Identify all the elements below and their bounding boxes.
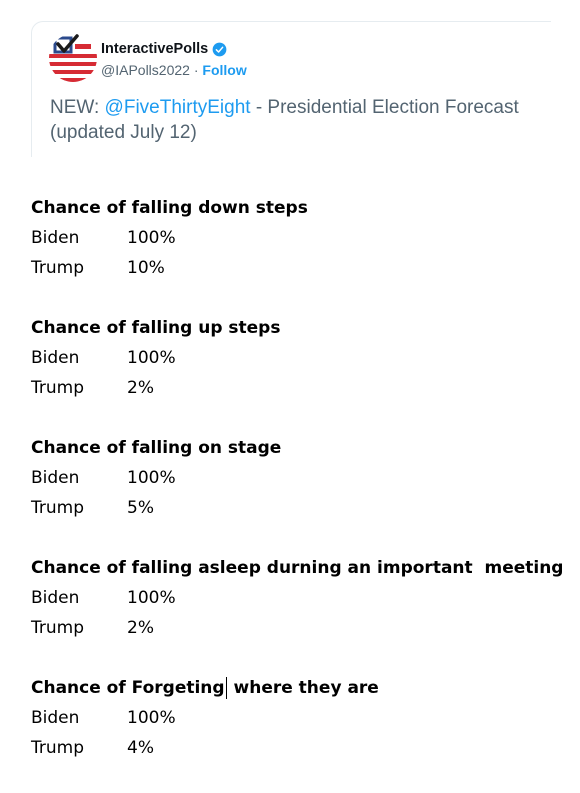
candidate-name: Biden [31, 228, 80, 248]
candidate-name: Trump [31, 498, 85, 518]
table-row: Biden 100% [31, 703, 571, 733]
forecast-section: Chance of falling asleep durning an impo… [31, 553, 571, 643]
forecast-section: Chance of Forgeting where they are Biden… [31, 673, 571, 763]
verified-badge-icon [212, 42, 227, 56]
section-title-after-caret: where they are [227, 678, 379, 698]
mention-link[interactable]: @FiveThirtyEight [104, 97, 251, 118]
tweet-text-prefix: NEW: [50, 97, 105, 118]
section-title-before-caret: Chance of Forgeting [31, 678, 225, 698]
author-handle-row: @IAPolls2022 · Follow [101, 62, 247, 78]
chance-value: 100% [127, 468, 176, 488]
chance-value: 4% [127, 738, 154, 758]
candidate-name: Trump [31, 378, 85, 398]
table-row: Trump 5% [31, 493, 571, 523]
chance-value: 10% [127, 258, 165, 278]
table-row: Trump 2% [31, 373, 571, 403]
section-title: Chance of falling asleep durning an impo… [31, 558, 564, 578]
section-title[interactable]: Chance of Forgeting where they are [31, 673, 571, 703]
chance-value: 2% [127, 618, 154, 638]
chance-value: 2% [127, 378, 154, 398]
author-display-name[interactable]: InteractivePolls [101, 41, 209, 57]
tweet-card: InteractivePolls @IAPolls2022 · Follow N… [31, 21, 551, 157]
chance-value: 100% [127, 708, 176, 728]
candidate-name: Biden [31, 708, 80, 728]
candidate-name: Trump [31, 258, 85, 278]
text-cursor [225, 677, 227, 699]
author-handle[interactable]: @IAPolls2022 [101, 62, 190, 78]
follow-button[interactable]: Follow [202, 62, 247, 78]
table-row: Trump 10% [31, 253, 571, 283]
table-row: Biden 100% [31, 343, 571, 373]
chance-value: 5% [127, 498, 154, 518]
candidate-name: Biden [31, 468, 80, 488]
table-row: Biden 100% [31, 223, 571, 253]
chance-value: 100% [127, 588, 176, 608]
section-title: Chance of falling down steps [31, 198, 308, 218]
candidate-name: Trump [31, 618, 85, 638]
tweet-text-suffix: - Presidential Election Forecast (update… [50, 97, 519, 143]
table-row: Trump 4% [31, 733, 571, 763]
chance-value: 100% [127, 348, 176, 368]
forecast-section: Chance of falling down steps Biden 100% … [31, 193, 571, 283]
forecast-section: Chance of falling on stage Biden 100% Tr… [31, 433, 571, 523]
handle-separator: · [189, 62, 203, 78]
author-name-row: InteractivePolls [101, 40, 227, 58]
tweet-text: NEW: @FiveThirtyEight - Presidential Ele… [50, 95, 550, 145]
candidate-name: Biden [31, 348, 80, 368]
candidate-name: Trump [31, 738, 85, 758]
table-row: Biden 100% [31, 583, 571, 613]
candidate-name: Biden [31, 588, 80, 608]
check-flag-icon[interactable] [49, 34, 97, 82]
table-row: Biden 100% [31, 463, 571, 493]
forecast-section: Chance of falling up steps Biden 100% Tr… [31, 313, 571, 403]
section-title: Chance of falling up steps [31, 318, 281, 338]
table-row: Trump 2% [31, 613, 571, 643]
forecast-list: Chance of falling down steps Biden 100% … [31, 193, 571, 793]
section-title: Chance of falling on stage [31, 438, 282, 458]
chance-value: 100% [127, 228, 176, 248]
